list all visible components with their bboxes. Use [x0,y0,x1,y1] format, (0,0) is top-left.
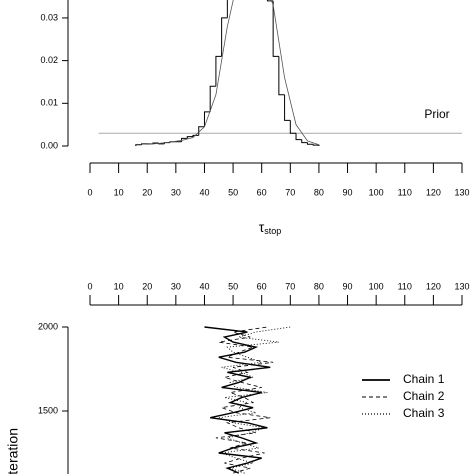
x-tick-label: 10 [114,281,124,291]
trace-line [215,326,274,474]
hist-bin [284,94,291,121]
hist-bin [278,56,285,96]
hist-bin [203,111,211,127]
legend-label: Chain 2 [403,389,445,403]
y-tick-label: 2000 [38,321,58,331]
x-tick-label: 70 [285,281,295,291]
x-tick-label: 90 [343,187,353,197]
hist-bin [221,17,228,57]
x-tick-label: 50 [228,187,238,197]
hist-bin [186,136,194,139]
hist-bin [272,0,279,57]
hist-bin [266,0,274,2]
x-tick-label: 120 [426,187,441,197]
x-tick-label: 130 [454,187,469,197]
x-tick-label: 40 [199,281,209,291]
x-tick-label: 20 [142,281,152,291]
x-tick-label: 30 [171,187,181,197]
x-tick-label: 90 [343,281,353,291]
x-tick-label: 60 [257,281,267,291]
y-tick-label: 0.00 [40,140,58,150]
trace-line [218,326,291,474]
x-tick-label: 70 [285,187,295,197]
density-curve [147,0,320,146]
y-axis-label: Iteration [5,428,21,474]
hist-bin [209,85,216,112]
hist-bin [141,143,148,145]
hist-bin [295,133,302,141]
x-tick-label: 40 [199,187,209,197]
x-axis-label-sub: stop [264,226,281,236]
hist-bin [192,134,199,137]
prior-label: Prior [424,107,449,121]
x-tick-label: 10 [114,187,124,197]
x-tick-label: 110 [398,281,412,291]
x-tick-label: 100 [369,281,384,291]
hist-bin [289,120,297,134]
hist-bin [306,142,314,145]
legend-label: Chain 1 [403,372,445,386]
y-tick-label: 0.02 [40,55,58,65]
y-tick-label: 0.01 [40,98,58,108]
x-tick-label: 120 [426,281,441,291]
x-tick-label: 80 [314,187,324,197]
x-tick-label: 100 [369,187,384,197]
y-tick-label: 0.03 [40,12,58,22]
x-tick-label: 60 [257,187,267,197]
x-tick-label: 50 [228,281,238,291]
x-axis-label-main: τ [259,219,265,235]
x-tick-label: 30 [171,281,181,291]
x-tick-label: 0 [87,281,92,291]
x-tick-label: 80 [314,281,324,291]
hist-bin [312,144,320,146]
legend-label: Chain 3 [403,406,445,420]
hist-bin [301,139,308,144]
hist-bin [135,144,142,146]
trace-line [204,326,271,474]
x-tick-label: 130 [454,281,469,291]
x-axis-label: τstop [259,219,282,237]
y-tick-label: 1500 [38,405,58,415]
hist-bin [226,0,228,18]
x-tick-label: 20 [142,187,152,197]
hist-bin [215,55,222,87]
x-tick-label: 0 [87,187,92,197]
x-tick-label: 110 [398,187,412,197]
